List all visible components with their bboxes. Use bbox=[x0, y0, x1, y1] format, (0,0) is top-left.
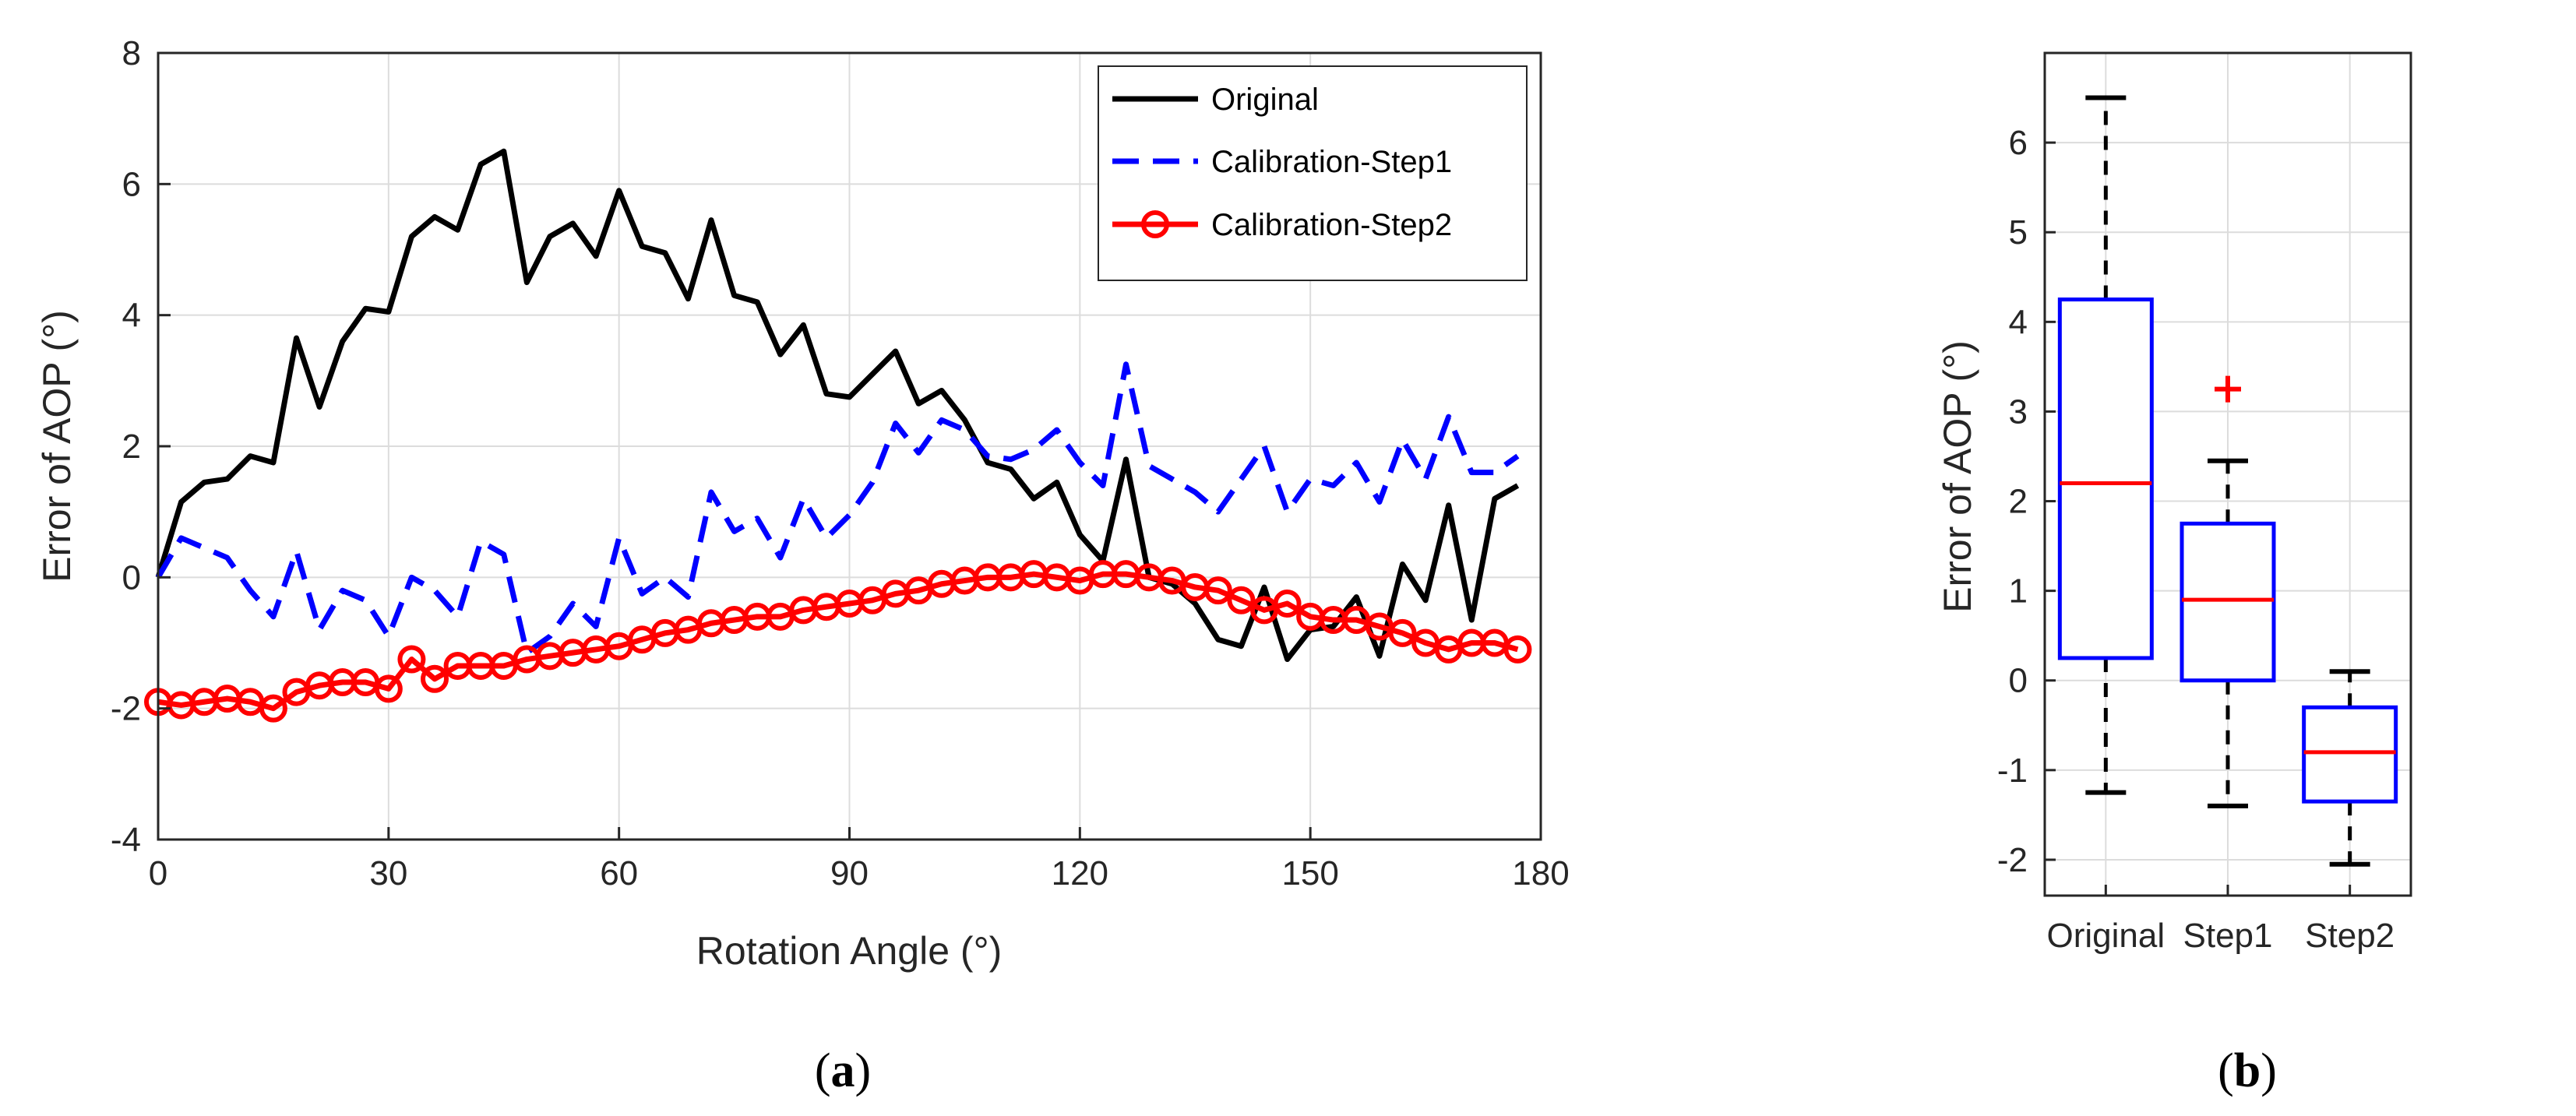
series-point-calibration-step2 bbox=[1388, 618, 1417, 647]
series-point-calibration-step2 bbox=[1203, 576, 1232, 605]
outlier-step1 bbox=[2215, 375, 2241, 403]
panel-a-x-tick-label: 60 bbox=[600, 854, 638, 892]
panel-b-caption-label: (b) bbox=[2218, 1044, 2277, 1097]
panel-a-legend: Original Calibration-Step1 Calibration-S… bbox=[1098, 65, 1528, 281]
series-point-calibration-step2 bbox=[1503, 635, 1532, 664]
panel-b-y-tick-label: 4 bbox=[2009, 303, 2028, 341]
legend-label-step2: Calibration-Step2 bbox=[1211, 208, 1452, 242]
box-step2 bbox=[2302, 705, 2398, 804]
series-point-calibration-step2 bbox=[1227, 586, 1256, 614]
panel-a-y-tick-label: 6 bbox=[122, 165, 141, 203]
box-original bbox=[2057, 297, 2154, 660]
panel-a-y-tick-label: -2 bbox=[111, 690, 141, 728]
panel-a-y-tick-label: 4 bbox=[122, 297, 141, 335]
panel-a-x-tick-label: 150 bbox=[1281, 854, 1338, 892]
legend-box bbox=[1098, 65, 1528, 281]
legend-marker-step2 bbox=[1141, 210, 1169, 238]
series-point-calibration-step2 bbox=[374, 674, 403, 703]
panel-a-x-axis-label: Rotation Angle (°) bbox=[696, 929, 1002, 973]
legend-label-original: Original bbox=[1211, 83, 1319, 117]
panel-a-x-tick-label: 30 bbox=[369, 854, 407, 892]
series-point-calibration-step2 bbox=[397, 645, 426, 674]
panel-a-y-tick-label: -4 bbox=[111, 821, 141, 859]
panel-b-x-tick-label: Step1 bbox=[2183, 917, 2273, 955]
panel-a-y-tick-label: 8 bbox=[122, 34, 141, 72]
legend-label-step1: Calibration-Step1 bbox=[1211, 145, 1452, 179]
series-line-calibration-step1 bbox=[155, 361, 1520, 656]
panel-b-y-tick-label: 3 bbox=[2009, 393, 2028, 431]
panel-b-box-plot: -2 -1 0 1 2 3 4 5 6 Original Step1 Step2 Error of A… bbox=[1936, 51, 2412, 955]
panel-a-x-tick-label: 120 bbox=[1052, 854, 1108, 892]
panel-b-y-tick-label: -2 bbox=[1997, 841, 2028, 879]
panel-a-y-tick-label: 2 bbox=[122, 428, 141, 466]
panel-a-x-tick-label: 0 bbox=[149, 854, 167, 892]
panel-a-line-chart: 0 30 60 90 120 150 180 -4 -2 0 2 4 6 8 Rotation Angle… bbox=[35, 34, 1570, 973]
panel-b-y-tick-label: 5 bbox=[2009, 213, 2028, 252]
panel-b-y-tick-label: 6 bbox=[2009, 124, 2028, 162]
panel-b-x-tick-label: Step2 bbox=[2305, 917, 2395, 955]
panel-a-y-tick-label: 0 bbox=[122, 558, 141, 597]
series-point-calibration-step2 bbox=[259, 694, 287, 723]
panel-a-y-axis-label: Error of AOP (°) bbox=[35, 310, 79, 583]
panel-a-caption-label: (a) bbox=[815, 1044, 871, 1097]
series-point-calibration-step2 bbox=[1273, 590, 1302, 618]
series-point-calibration-step2 bbox=[421, 664, 449, 693]
panel-b-y-axis-label: Error of AOP (°) bbox=[1936, 340, 1979, 613]
panel-a-x-tick-label: 90 bbox=[830, 854, 869, 892]
panel-b-y-tick-label: 2 bbox=[2009, 483, 2028, 521]
panel-b-x-tick-label: Original bbox=[2047, 917, 2165, 955]
series-line-original bbox=[155, 148, 1520, 663]
box-step1 bbox=[2180, 521, 2276, 683]
panel-b-y-tick-label: -1 bbox=[1997, 752, 2028, 790]
panel-b-y-tick-label: 1 bbox=[2009, 572, 2028, 611]
panel-a-x-tick-label: 180 bbox=[1512, 854, 1569, 892]
panel-b-y-tick-label: 0 bbox=[2009, 662, 2028, 700]
